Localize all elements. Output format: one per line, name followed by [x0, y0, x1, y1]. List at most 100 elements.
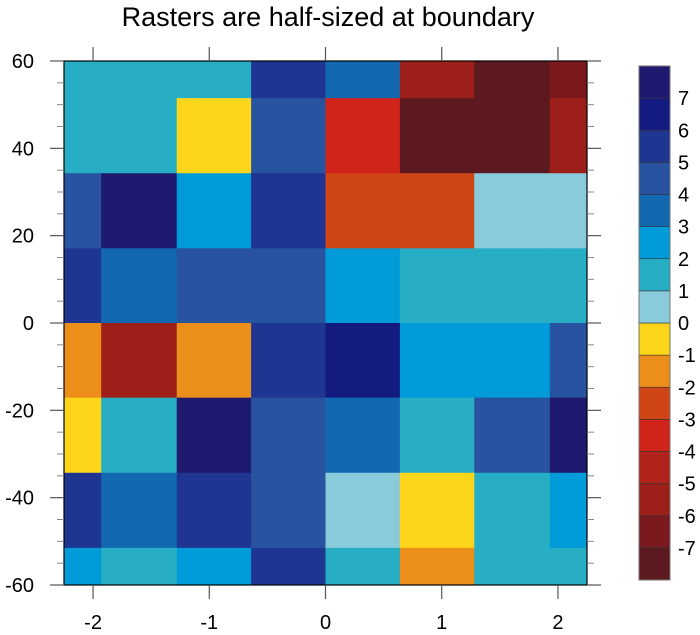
- raster-cell: [101, 472, 178, 549]
- raster-cell: [399, 472, 475, 549]
- colorbar-box: [638, 547, 671, 581]
- y-tick-label: -20: [5, 400, 34, 422]
- raster-cell: [176, 323, 252, 399]
- raster-cell: [474, 547, 551, 586]
- raster-cell: [101, 547, 178, 586]
- colorbar-box: [638, 515, 671, 549]
- raster-cell: [474, 61, 551, 99]
- colorbar-box: [638, 65, 671, 99]
- colorbar-label: 0: [678, 313, 689, 335]
- colorbar-label: -2: [678, 377, 696, 399]
- raster-cell: [64, 547, 102, 586]
- x-tick-label: -1: [200, 612, 218, 634]
- colorbar-box: [638, 162, 671, 195]
- raster-cell: [399, 547, 475, 586]
- raster-cell: [325, 547, 401, 586]
- colorbar-box: [638, 386, 671, 420]
- raster-cell: [251, 397, 326, 474]
- raster-cell: [325, 98, 401, 174]
- raster-cell: [251, 472, 326, 549]
- raster-cells: [64, 61, 588, 586]
- colorbar-box: [638, 483, 671, 517]
- x-tick-label: -2: [84, 612, 102, 634]
- raster-cell: [176, 173, 252, 249]
- colorbar-border: [638, 65, 671, 581]
- colorbar-label: -5: [678, 474, 696, 496]
- colorbar-box: [638, 194, 671, 227]
- raster-cell: [251, 248, 326, 324]
- x-axis: -2 -1 0 1 2: [84, 47, 564, 634]
- y-tick-label: -40: [5, 488, 34, 510]
- raster-cell: [64, 323, 102, 399]
- raster-cell: [251, 173, 326, 249]
- colorbar-label: -7: [678, 538, 696, 560]
- raster-cell: [325, 61, 401, 99]
- raster-cell: [399, 323, 475, 399]
- raster-cell: [549, 323, 588, 399]
- colorbar-label: -4: [678, 442, 696, 464]
- colorbar-box: [638, 354, 671, 388]
- raster-cell: [474, 98, 551, 174]
- raster-cell: [101, 173, 178, 249]
- colorbar-label: -6: [678, 506, 696, 528]
- colorbar-label: -3: [678, 409, 696, 431]
- raster-cell: [474, 173, 551, 249]
- raster-cell: [251, 61, 326, 99]
- colorbar-label: 2: [678, 249, 689, 271]
- raster-cell: [176, 248, 252, 324]
- raster-cell: [474, 248, 551, 324]
- raster-cell: [251, 323, 326, 399]
- raster-cell: [325, 248, 401, 324]
- y-tick-label: 60: [12, 51, 34, 73]
- raster-cell: [399, 173, 475, 249]
- colorbar-box: [638, 226, 671, 260]
- colorbar-label: -1: [678, 345, 696, 367]
- colorbar-label: 1: [678, 281, 689, 303]
- colorbar-box: [638, 322, 671, 356]
- raster-cell: [325, 173, 401, 249]
- raster-cell: [549, 173, 588, 249]
- y-tick-label: 0: [23, 313, 34, 335]
- raster-cell: [549, 547, 588, 586]
- x-tick-label: 2: [552, 612, 563, 634]
- raster-cell: [64, 397, 102, 474]
- colorbar-box: [638, 258, 671, 292]
- raster-cell: [549, 472, 588, 549]
- colorbar-label: 7: [678, 88, 689, 110]
- raster-cell: [549, 397, 588, 474]
- raster-cell: [64, 98, 102, 174]
- raster-cell: [474, 397, 551, 474]
- raster-cell: [101, 98, 178, 174]
- raster-cell: [399, 248, 475, 324]
- raster-cell: [64, 472, 102, 549]
- raster-cell: [101, 323, 178, 399]
- colorbar-box: [638, 97, 671, 131]
- raster-cell: [325, 472, 401, 549]
- raster-cell: [101, 61, 178, 99]
- colorbar-box: [638, 129, 671, 163]
- raster-cell: [325, 397, 401, 474]
- y-axis: -60 -40 -20 0 20 40 60: [5, 51, 601, 597]
- colorbar-box: [638, 451, 671, 484]
- raster-cell: [251, 98, 326, 174]
- y-tick-label: -60: [5, 575, 34, 597]
- chart-title: Rasters are half-sized at boundary: [121, 2, 535, 32]
- raster-cell: [101, 248, 178, 324]
- raster-cell: [176, 98, 252, 174]
- raster-cell: [549, 248, 588, 324]
- colorbar-box: [638, 419, 671, 452]
- colorbar-box: [638, 290, 671, 324]
- colorbar: -7 -6 -5 -4 -3 -2 -1 0 1 2 3 4 5 6 7: [638, 65, 696, 581]
- x-tick-label: 0: [320, 612, 331, 634]
- raster-cell: [64, 248, 102, 324]
- raster-cell: [399, 61, 475, 99]
- raster-cell: [549, 61, 588, 99]
- raster-cell: [101, 397, 178, 474]
- raster-cell: [176, 397, 252, 474]
- raster-cell: [474, 323, 551, 399]
- colorbar-label: 3: [678, 217, 689, 239]
- raster-cell: [176, 547, 252, 586]
- raster-cell: [399, 397, 475, 474]
- raster-cell: [474, 472, 551, 549]
